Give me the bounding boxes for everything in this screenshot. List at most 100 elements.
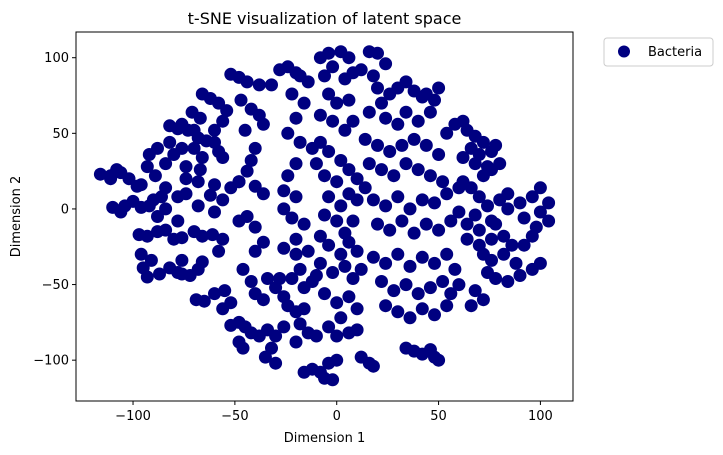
data-point xyxy=(232,175,246,189)
data-point xyxy=(171,214,185,228)
data-point xyxy=(244,154,258,167)
data-point xyxy=(391,305,405,319)
data-point xyxy=(281,169,295,183)
data-point xyxy=(501,202,515,216)
data-point xyxy=(375,163,388,177)
data-point xyxy=(432,353,446,367)
data-point xyxy=(195,151,209,164)
data-point xyxy=(489,217,503,231)
data-point xyxy=(265,78,278,92)
data-point xyxy=(273,272,287,285)
data-point xyxy=(334,199,348,213)
legend: Bacteria xyxy=(603,37,714,67)
data-point xyxy=(407,226,421,240)
axes-frame xyxy=(75,31,574,402)
y-tick-label: 0 xyxy=(61,202,69,217)
data-point xyxy=(153,267,166,281)
data-point xyxy=(440,299,454,313)
data-point xyxy=(289,190,303,204)
data-point xyxy=(432,223,446,237)
data-point xyxy=(334,311,348,325)
data-point xyxy=(171,190,185,204)
data-point xyxy=(472,190,486,204)
data-point xyxy=(346,114,360,128)
data-point xyxy=(330,214,344,228)
data-point xyxy=(216,232,230,246)
data-point xyxy=(379,299,393,313)
data-point xyxy=(428,93,441,107)
data-point xyxy=(542,196,556,210)
legend-marker xyxy=(618,45,630,58)
data-point xyxy=(452,205,466,219)
data-point xyxy=(208,123,221,137)
data-point xyxy=(387,284,401,298)
data-point xyxy=(358,132,372,146)
data-point xyxy=(448,262,462,276)
data-point xyxy=(432,81,446,95)
data-point xyxy=(159,202,173,216)
data-point xyxy=(216,193,230,207)
data-point xyxy=(366,193,380,207)
data-point xyxy=(464,181,478,195)
data-point xyxy=(193,111,207,125)
legend-box xyxy=(603,37,714,67)
data-point xyxy=(350,323,364,337)
data-point xyxy=(269,356,283,370)
data-point xyxy=(517,238,531,252)
data-point xyxy=(501,275,515,288)
data-point xyxy=(293,262,307,276)
data-point xyxy=(285,87,299,101)
data-point xyxy=(403,202,417,216)
data-point xyxy=(375,96,388,110)
data-point xyxy=(318,208,331,222)
data-point xyxy=(472,148,486,161)
data-point xyxy=(525,229,539,243)
data-point xyxy=(362,105,376,119)
data-point xyxy=(452,278,466,292)
data-point xyxy=(395,138,409,152)
data-point xyxy=(395,214,409,228)
data-point xyxy=(415,302,429,316)
data-points xyxy=(93,45,556,387)
data-point xyxy=(104,172,118,186)
data-point xyxy=(140,160,154,174)
data-point xyxy=(468,284,482,298)
data-point xyxy=(163,135,177,149)
data-point xyxy=(505,238,519,252)
data-point xyxy=(163,119,177,133)
data-point xyxy=(322,320,336,334)
data-point xyxy=(334,247,348,261)
data-point xyxy=(330,353,344,367)
data-point xyxy=(436,175,450,189)
data-point xyxy=(533,181,547,195)
data-point xyxy=(218,284,232,298)
data-point xyxy=(140,270,154,284)
data-point xyxy=(142,199,156,213)
data-point xyxy=(350,302,364,316)
data-point xyxy=(436,275,450,288)
data-point xyxy=(371,138,384,152)
y-tick-label: −50 xyxy=(42,278,69,293)
data-point xyxy=(542,214,556,228)
data-point xyxy=(346,272,360,285)
data-point xyxy=(403,311,417,325)
data-point xyxy=(399,105,413,119)
data-point xyxy=(277,241,291,255)
data-point xyxy=(236,262,250,276)
data-point xyxy=(301,75,315,89)
data-point xyxy=(423,281,437,295)
data-point xyxy=(159,223,173,237)
data-point xyxy=(342,51,356,65)
data-point xyxy=(179,160,193,174)
x-tick-label: 100 xyxy=(528,409,553,424)
data-point xyxy=(322,145,336,158)
x-axis-label: Dimension 1 xyxy=(284,431,366,446)
data-point xyxy=(472,223,486,237)
data-point xyxy=(379,199,393,213)
data-point xyxy=(354,262,368,276)
data-point xyxy=(326,266,340,279)
data-point xyxy=(289,111,303,125)
data-point xyxy=(476,247,490,261)
data-point xyxy=(338,123,352,137)
data-point xyxy=(191,175,205,189)
